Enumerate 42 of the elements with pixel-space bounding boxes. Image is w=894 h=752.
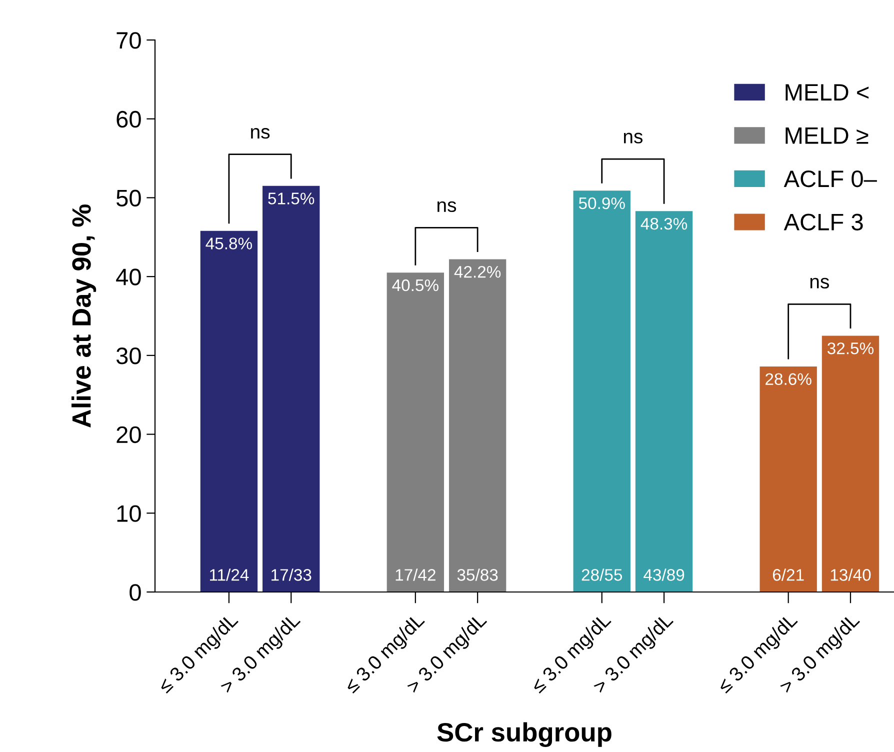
- annotation: 17/33: [272, 568, 312, 581]
- annotation: 35/83: [457, 568, 498, 581]
- data-label: 45.8%: [206, 238, 252, 250]
- legend-label: MELD ≥: [786, 127, 868, 144]
- bar: [386, 272, 444, 592]
- y-axis-title: Alive at Day 90, %: [72, 204, 96, 428]
- annotation: 17/42: [396, 568, 436, 581]
- annotation: 28/55: [582, 568, 622, 581]
- annotation: 13/40: [830, 568, 871, 581]
- bar: [635, 211, 693, 592]
- legend-label: ACLF 3: [784, 214, 863, 230]
- y-tick-label: 50: [116, 190, 141, 206]
- data-label: 42.2%: [454, 266, 501, 278]
- annotation: ns: [251, 128, 270, 139]
- data-label: 28.6%: [766, 373, 812, 386]
- data-label: 50.9%: [578, 197, 625, 210]
- y-tick-label: 0: [130, 584, 141, 601]
- annotation: ns: [810, 278, 829, 288]
- annotation: ns: [438, 201, 456, 212]
- x-axis-title: SCr subgroup: [437, 722, 612, 747]
- y-tick-label: 30: [116, 347, 141, 364]
- bar: [200, 230, 258, 592]
- legend-label: MELD <: [786, 84, 869, 100]
- y-tick-label: 10: [117, 505, 141, 522]
- data-label: 40.5%: [392, 279, 438, 292]
- bar: [448, 259, 506, 592]
- bar: [573, 190, 630, 592]
- bar: [760, 366, 817, 592]
- y-tick-label: 70: [116, 32, 141, 49]
- y-tick-label: 60: [116, 110, 141, 128]
- y-tick-label: 20: [116, 426, 141, 444]
- annotation: 43/89: [644, 568, 684, 581]
- data-label: 51.5%: [268, 192, 314, 204]
- bar: [822, 336, 880, 592]
- annotation: 6/21: [772, 568, 804, 581]
- annotation: ns: [624, 132, 643, 144]
- data-label: 48.3%: [640, 218, 688, 230]
- annotation: 11/24: [210, 568, 249, 581]
- legend-label: ACLF 0–: [784, 170, 877, 188]
- bar: [262, 186, 320, 592]
- data-label: 32.5%: [828, 342, 874, 354]
- y-tick-label: 40: [116, 268, 141, 286]
